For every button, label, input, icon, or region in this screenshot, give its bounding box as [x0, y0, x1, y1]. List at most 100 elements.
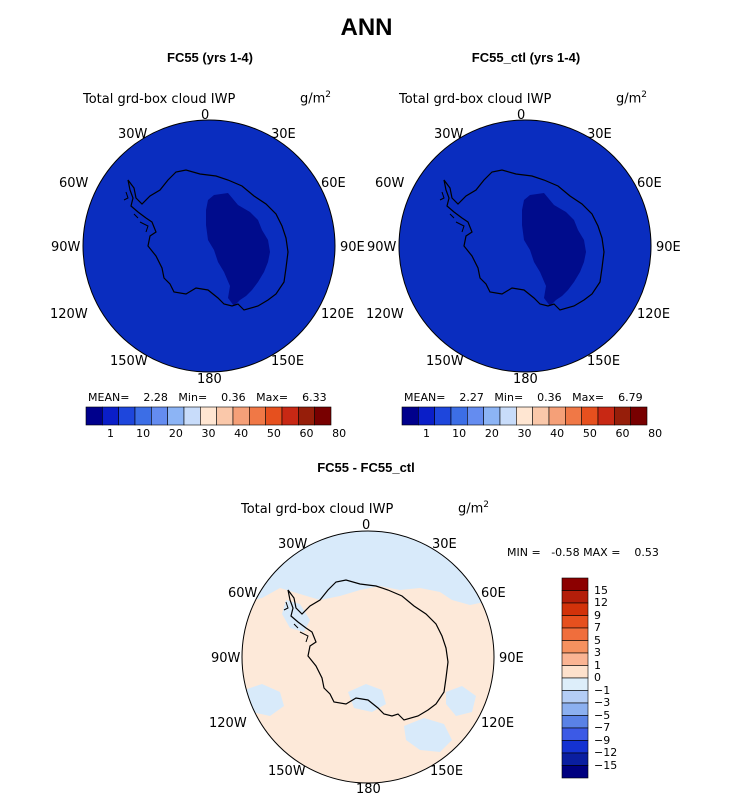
panel1-colorbar-tick-label: 60 [299, 427, 314, 440]
diff-lon-label-90e: 90E [499, 651, 524, 666]
panel1-stats: MEAN= 2.28 Min= 0.36 Max= 6.33 [88, 391, 327, 404]
panel1-lon-label-120e: 120E [321, 307, 355, 322]
diff-negative-region-west [244, 684, 284, 716]
panel1-units: g/m2 [300, 90, 332, 107]
diff-lon-label-60e: 60E [481, 586, 506, 601]
panel2-stats: MEAN= 2.27 Min= 0.36 Max= 6.79 [404, 391, 643, 404]
panel2-variable-label: Total grd-box cloud IWP [399, 92, 552, 107]
diff-peninsula-detail [283, 601, 309, 643]
diff-lon-label-0: 0 [362, 518, 371, 533]
diff-lon-label-30w: 30W [278, 537, 308, 552]
diff-colorbar-labels: 15 12 9 7 5 3 1 0 −1 −3 −5 −7 −9 −12 −15 [594, 578, 634, 778]
panel2-colorbar-tick-label: 60 [615, 427, 630, 440]
diff-colorbar-tick-label: 12 [594, 596, 608, 609]
panel2-colorbar [401, 406, 648, 426]
diff-colorbar-swatch [561, 640, 589, 654]
diff-negative-region-peninsula [282, 600, 310, 632]
diff-colorbar-tick-label: 0 [594, 671, 601, 684]
diff-colorbar-swatch [561, 715, 589, 729]
panel2-colorbar-tick-label: 30 [517, 427, 532, 440]
diff-colorbar-swatch [561, 752, 589, 766]
diff-colorbar-tick-label: −12 [594, 746, 618, 759]
panel1-colorbar-swatch [314, 406, 332, 426]
diff-colorbar-swatch [561, 702, 589, 716]
panel2-lon-label-30w: 30W [434, 127, 464, 142]
diff-title: FC55 - FC55_ctl [317, 460, 415, 475]
panel1-colorbar-tick-label: 10 [136, 427, 151, 440]
diff-colorbar-swatch [561, 577, 589, 591]
panel2-lon-label-0: 0 [517, 108, 526, 123]
panel1-lon-label-30w: 30W [118, 127, 148, 142]
diff-colorbar-swatch [561, 652, 589, 666]
panel2-lon-label-180: 180 [513, 372, 538, 387]
diff-colorbar-tick-label: 9 [594, 608, 601, 622]
diff-colorbar-swatch [561, 740, 589, 754]
panel2-lon-label-90w: 90W [367, 240, 397, 255]
panel1-colorbar-tick-label: 50 [266, 427, 281, 440]
panel1-variable-label: Total grd-box cloud IWP [83, 92, 236, 107]
diff-colorbar-swatch [561, 765, 589, 779]
panel1-colorbar-labels: 1 10 20 30 40 50 60 80 [86, 427, 346, 441]
panel2-units: g/m2 [616, 90, 648, 107]
diff-negative-region-bay [348, 684, 386, 712]
panel1-colorbar-tick-label: 30 [201, 427, 216, 440]
diff-variable-label: Total grd-box cloud IWP [241, 502, 394, 517]
diff-colorbar-tick-label: 15 [594, 583, 608, 597]
diff-negative-region-southeast [404, 718, 452, 752]
diff-units: g/m2 [458, 500, 490, 517]
diff-colorbar-swatch [561, 690, 589, 704]
panel2-lon-label-120w: 120W [366, 307, 404, 322]
panel1-lon-label-90w: 90W [51, 240, 81, 255]
panel1-lon-label-90e: 90E [340, 240, 365, 255]
panel2-lon-label-150e: 150E [587, 354, 621, 369]
panel2-colorbar-tick-label: 10 [452, 427, 467, 440]
diff-colorbar-swatch [561, 602, 589, 616]
panel2-colorbar-labels: 1 10 20 30 40 50 60 80 [402, 427, 662, 441]
diff-lon-label-90w: 90W [211, 651, 241, 666]
panel1-colorbar-tick-label: 1 [107, 427, 114, 440]
panel1-peninsula-detail [123, 191, 149, 233]
diff-negative-region-east-shelf [446, 686, 476, 716]
panel2-colorbar-tick-label: 20 [484, 427, 499, 440]
diff-colorbar-tick-label: 7 [594, 621, 601, 634]
diff-lon-label-150e: 150E [430, 764, 464, 779]
panel2-ocean-field [398, 119, 652, 373]
diff-lon-label-120e: 120E [481, 716, 515, 731]
panel1-lon-label-120w: 120W [50, 307, 88, 322]
panel2-lon-label-150w: 150W [426, 354, 464, 369]
diff-lon-label-120w: 120W [209, 716, 247, 731]
figure-title: ANN [340, 14, 393, 41]
panel1-ocean-field [82, 119, 336, 373]
panel1-lon-label-60e: 60E [321, 176, 346, 191]
panel2-colorbar-tick-label: 40 [550, 427, 565, 440]
diff-colorbar-tick-label: 5 [594, 633, 601, 647]
panel1-lon-label-30e: 30E [271, 127, 296, 142]
panel1-lon-label-150w: 150W [110, 354, 148, 369]
diff-colorbar-tick-label: −7 [594, 721, 611, 734]
diff-lon-label-30e: 30E [432, 537, 457, 552]
panel2-interior-field [522, 193, 586, 306]
diff-colorbar-swatch [561, 727, 589, 741]
panel1-colorbar-tick-label: 80 [332, 427, 347, 440]
diff-colorbar [561, 577, 589, 779]
panel1-lon-label-180: 180 [197, 372, 222, 387]
diff-lon-label-180: 180 [356, 782, 381, 797]
panel2-colorbar-tick-label: 1 [423, 427, 430, 440]
panel1-antarctica-coastline [127, 169, 289, 311]
panel2-colorbar-tick-label: 80 [648, 427, 663, 440]
diff-colorbar-swatch [561, 665, 589, 679]
panel2-lon-label-60w: 60W [375, 176, 405, 191]
diff-lon-label-150w: 150W [268, 764, 306, 779]
panel2-lon-label-120e: 120E [637, 307, 671, 322]
diff-antarctica-coastline [287, 579, 449, 721]
panel1-colorbar [85, 406, 332, 426]
diff-colorbar-tick-label: −1 [594, 683, 611, 697]
diff-colorbar-tick-label: 3 [594, 646, 601, 659]
diff-colorbar-tick-label: −5 [594, 708, 611, 722]
diff-lon-label-60w: 60W [228, 586, 258, 601]
panel1-lon-label-150e: 150E [271, 354, 305, 369]
diff-colorbar-tick-label: −9 [594, 733, 611, 747]
